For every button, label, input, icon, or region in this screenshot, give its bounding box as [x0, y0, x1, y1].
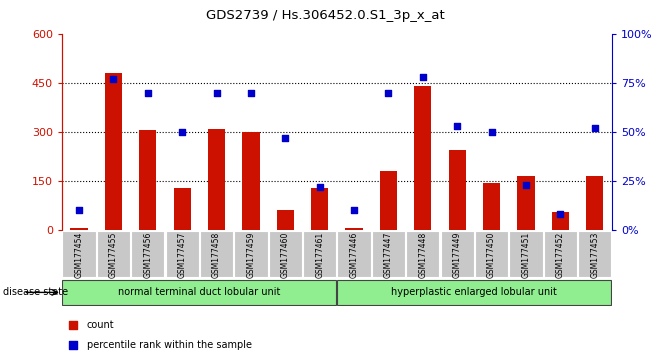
FancyBboxPatch shape — [200, 231, 233, 278]
Text: GSM177461: GSM177461 — [315, 232, 324, 278]
FancyBboxPatch shape — [337, 231, 370, 278]
Point — [108, 76, 118, 82]
Bar — [414, 86, 432, 230]
FancyBboxPatch shape — [97, 231, 130, 278]
Point — [590, 125, 600, 131]
Text: count: count — [87, 320, 114, 330]
Bar — [277, 210, 294, 230]
Bar — [70, 228, 88, 230]
Point — [314, 184, 325, 190]
Point — [74, 207, 84, 213]
Text: GSM177450: GSM177450 — [487, 232, 496, 278]
Bar — [483, 183, 500, 230]
Text: GSM177453: GSM177453 — [590, 232, 600, 278]
Text: disease state: disease state — [3, 287, 68, 297]
FancyBboxPatch shape — [544, 231, 577, 278]
Text: percentile rank within the sample: percentile rank within the sample — [87, 340, 251, 350]
Text: normal terminal duct lobular unit: normal terminal duct lobular unit — [118, 287, 281, 297]
Bar — [552, 212, 569, 230]
Bar — [311, 188, 328, 230]
FancyBboxPatch shape — [165, 231, 199, 278]
FancyBboxPatch shape — [269, 231, 302, 278]
Text: GDS2739 / Hs.306452.0.S1_3p_x_at: GDS2739 / Hs.306452.0.S1_3p_x_at — [206, 9, 445, 22]
Point — [432, 68, 442, 73]
FancyBboxPatch shape — [62, 231, 96, 278]
Text: hyperplastic enlarged lobular unit: hyperplastic enlarged lobular unit — [391, 287, 557, 297]
FancyBboxPatch shape — [578, 231, 611, 278]
Bar — [346, 228, 363, 230]
Point — [212, 90, 222, 95]
Text: GSM177449: GSM177449 — [452, 232, 462, 278]
Text: GSM177457: GSM177457 — [178, 232, 187, 278]
FancyBboxPatch shape — [337, 280, 611, 305]
Text: GSM177451: GSM177451 — [521, 232, 531, 278]
FancyBboxPatch shape — [234, 231, 268, 278]
Text: GSM177458: GSM177458 — [212, 232, 221, 278]
Point — [280, 135, 290, 141]
FancyBboxPatch shape — [131, 231, 165, 278]
Point — [521, 182, 531, 188]
Bar — [242, 132, 260, 230]
Bar — [208, 129, 225, 230]
FancyBboxPatch shape — [475, 231, 508, 278]
Point — [418, 74, 428, 80]
FancyBboxPatch shape — [509, 231, 543, 278]
Point — [383, 90, 394, 95]
Text: GSM177460: GSM177460 — [281, 232, 290, 278]
Text: GSM177448: GSM177448 — [419, 232, 427, 278]
FancyBboxPatch shape — [62, 280, 336, 305]
Text: GSM177456: GSM177456 — [143, 232, 152, 278]
Point — [555, 212, 566, 217]
Bar — [139, 130, 156, 230]
Point — [143, 90, 153, 95]
Point — [486, 129, 497, 135]
Text: GSM177447: GSM177447 — [384, 232, 393, 278]
Text: GSM177454: GSM177454 — [74, 232, 83, 278]
Point — [245, 90, 256, 95]
Bar — [380, 171, 397, 230]
Bar — [174, 188, 191, 230]
FancyBboxPatch shape — [372, 231, 405, 278]
Text: GSM177452: GSM177452 — [556, 232, 565, 278]
Bar — [449, 150, 466, 230]
Bar — [518, 176, 534, 230]
FancyBboxPatch shape — [406, 231, 439, 278]
Text: GSM177446: GSM177446 — [350, 232, 359, 278]
FancyBboxPatch shape — [441, 231, 474, 278]
Point — [452, 123, 462, 129]
Bar — [105, 73, 122, 230]
Bar — [586, 176, 603, 230]
Point — [349, 207, 359, 213]
Text: GSM177459: GSM177459 — [247, 232, 255, 278]
Text: GSM177455: GSM177455 — [109, 232, 118, 278]
FancyBboxPatch shape — [303, 231, 337, 278]
Point — [432, 249, 442, 254]
Point — [177, 129, 187, 135]
